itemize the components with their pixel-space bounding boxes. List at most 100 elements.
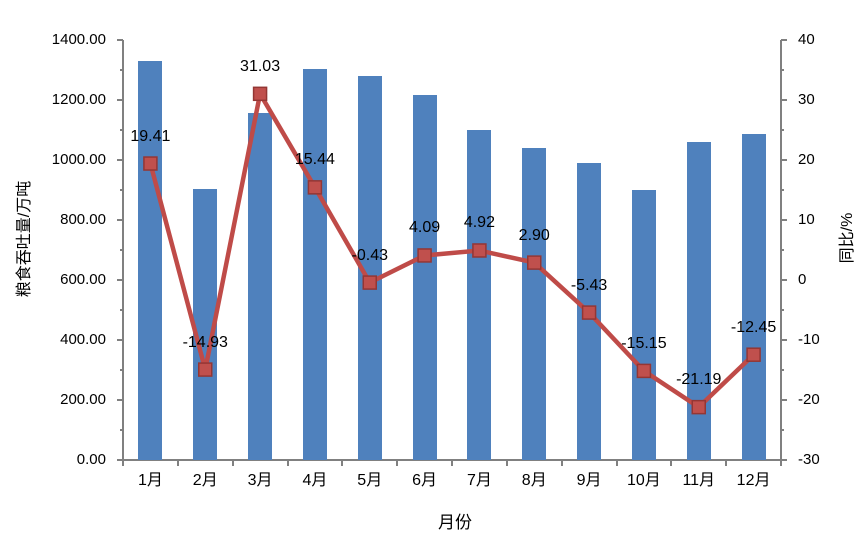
x-axis-tick bbox=[286, 460, 289, 466]
y-axis-right-tick-label: 20 bbox=[798, 151, 815, 168]
x-axis-tick bbox=[615, 460, 618, 466]
line-data-label: 4.09 bbox=[409, 219, 441, 237]
line-data-label: -14.93 bbox=[182, 333, 228, 351]
y-axis-right-tick bbox=[781, 309, 784, 311]
line-data-label: 19.41 bbox=[130, 127, 171, 145]
line-marker-7月 bbox=[472, 243, 487, 258]
x-axis-tick-label: 4月 bbox=[302, 472, 328, 489]
line-data-label: 15.44 bbox=[294, 151, 335, 169]
line-marker-11月 bbox=[691, 399, 706, 415]
bar-4月 bbox=[302, 69, 327, 460]
y-axis-right-tick-label: 40 bbox=[798, 31, 815, 48]
y-axis-left-tick-label: 1000.00 bbox=[51, 151, 106, 168]
line-data-label: -5.43 bbox=[570, 276, 608, 294]
y-axis-left-tick-label: 200.00 bbox=[60, 391, 106, 408]
line-marker-4月 bbox=[307, 180, 323, 195]
x-axis-tick-label: 7月 bbox=[466, 472, 492, 489]
y-axis-left-tick-label: 600.00 bbox=[60, 271, 106, 288]
x-axis-tick-label: 3月 bbox=[247, 472, 273, 489]
y-axis-right-tick-label: -30 bbox=[798, 451, 820, 468]
y-axis-left-tick bbox=[117, 219, 123, 221]
y-axis-left-title: 粮食吞吐量/万吨 bbox=[16, 180, 33, 298]
x-axis-tick bbox=[670, 460, 673, 466]
bar-12月 bbox=[741, 133, 766, 460]
x-axis-tick bbox=[176, 460, 179, 466]
x-axis-tick bbox=[451, 460, 453, 466]
line-series bbox=[148, 87, 756, 411]
y-axis-left-line bbox=[122, 40, 124, 461]
y-axis-right-tick bbox=[781, 339, 787, 341]
y-axis-right-tick bbox=[781, 249, 784, 251]
y-axis-right-tick bbox=[781, 279, 787, 281]
y-axis-right-title: 同比/% bbox=[839, 212, 856, 264]
y-axis-right-tick-label: 30 bbox=[798, 91, 815, 108]
y-axis-right-tick-label: -10 bbox=[798, 331, 820, 348]
y-axis-left-tick-label: 400.00 bbox=[60, 331, 106, 348]
x-axis-tick-label: 1月 bbox=[137, 472, 163, 489]
y-axis-right-tick-label: 10 bbox=[798, 211, 815, 228]
y-axis-right-tick bbox=[781, 129, 784, 131]
x-axis-tick bbox=[396, 460, 399, 466]
bar-3月 bbox=[248, 112, 273, 460]
bar-8月 bbox=[522, 148, 547, 460]
x-axis-tick bbox=[122, 460, 124, 466]
y-axis-left-tick-label: 1200.00 bbox=[51, 91, 106, 108]
y-axis-right-tick-label: -20 bbox=[798, 391, 820, 408]
y-axis-right-tick-label: 0 bbox=[798, 271, 807, 288]
x-axis-tick-label: 6月 bbox=[412, 472, 438, 489]
line-data-label: -0.43 bbox=[351, 246, 388, 264]
x-axis-title: 月份 bbox=[438, 513, 472, 532]
x-axis-tick-label: 11月 bbox=[682, 472, 716, 489]
x-axis-tick bbox=[725, 460, 728, 466]
line-marker-5月 bbox=[362, 275, 377, 290]
bar-1月 bbox=[138, 61, 163, 460]
y-axis-left-tick-label: 1400.00 bbox=[51, 31, 106, 48]
line-marker-10月 bbox=[636, 363, 652, 379]
y-axis-right-tick bbox=[781, 429, 784, 431]
line-marker-12月 bbox=[746, 347, 761, 362]
y-axis-left-tick bbox=[117, 279, 123, 281]
line-data-label: -15.15 bbox=[621, 334, 667, 352]
x-axis-tick-label: 2月 bbox=[192, 472, 218, 489]
bar-6月 bbox=[412, 95, 437, 460]
y-axis-right-tick bbox=[781, 189, 784, 191]
y-axis-right-tick bbox=[781, 99, 787, 101]
line-data-label: 2.90 bbox=[518, 226, 550, 244]
y-axis-left-tick bbox=[120, 309, 123, 311]
y-axis-right-tick bbox=[781, 399, 787, 401]
line-data-label: -21.19 bbox=[676, 371, 722, 389]
x-axis-tick-label: 8月 bbox=[521, 472, 547, 489]
y-axis-right-tick bbox=[781, 369, 784, 371]
x-axis-tick bbox=[341, 460, 344, 466]
line-data-label: -12.45 bbox=[730, 318, 777, 336]
y-axis-left-tick bbox=[120, 129, 123, 131]
y-axis-left-tick bbox=[117, 39, 123, 41]
y-axis-left-tick bbox=[120, 369, 123, 371]
y-axis-left-tick bbox=[117, 459, 123, 461]
y-axis-left-tick-label: 0.00 bbox=[76, 451, 106, 468]
y-axis-left-tick bbox=[120, 429, 123, 431]
y-axis-right-tick bbox=[781, 159, 787, 161]
y-axis-left-tick-label: 800.00 bbox=[60, 211, 106, 228]
x-axis-tick-label: 10月 bbox=[627, 472, 661, 489]
y-axis-right-tick bbox=[781, 39, 787, 41]
line-marker-8月 bbox=[527, 255, 542, 270]
x-axis-tick-label: 12月 bbox=[736, 472, 771, 489]
y-axis-left-tick bbox=[120, 189, 123, 191]
y-axis-left-tick bbox=[120, 249, 123, 251]
y-axis-right-tick bbox=[781, 459, 787, 461]
y-axis-right-tick bbox=[781, 69, 784, 71]
line-marker-3月 bbox=[252, 86, 268, 102]
line-marker-1月 bbox=[143, 156, 158, 171]
x-axis-tick-label: 5月 bbox=[357, 472, 383, 489]
bar-7月 bbox=[467, 130, 492, 460]
x-axis-tick bbox=[780, 460, 782, 466]
x-axis-tick bbox=[560, 460, 563, 466]
x-axis-tick bbox=[505, 460, 508, 466]
line-marker-2月 bbox=[198, 362, 213, 377]
bar-10月 bbox=[631, 190, 656, 460]
x-axis-tick-label: 9月 bbox=[576, 472, 602, 489]
x-axis-tick bbox=[231, 460, 234, 466]
